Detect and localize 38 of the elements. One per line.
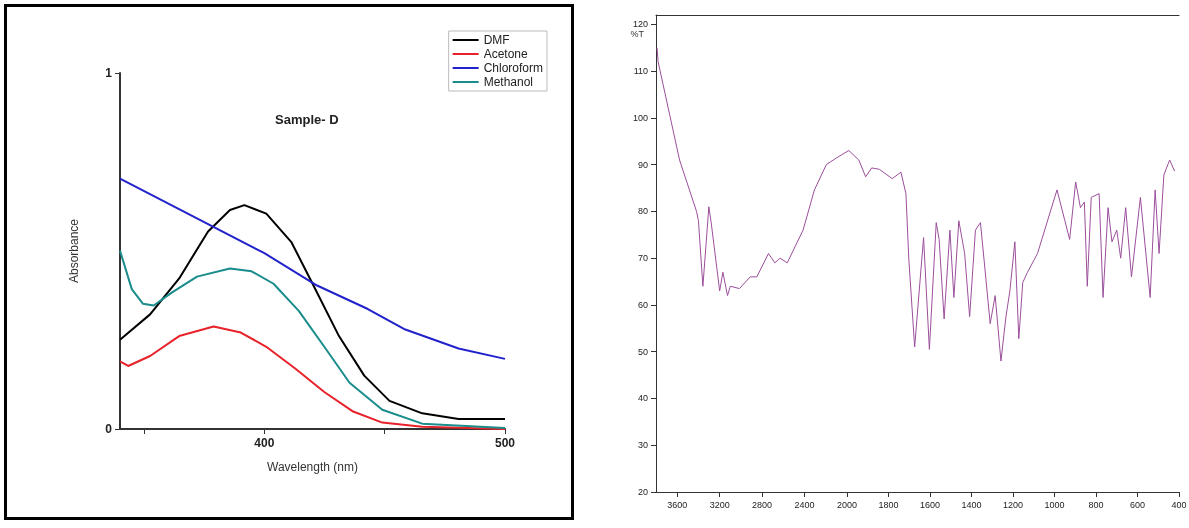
x-tick-label: 1600 — [919, 499, 941, 510]
x-tick-label: 2800 — [752, 499, 773, 510]
x-tick-label: 2400 — [794, 499, 815, 510]
y-tick-label: 90 — [637, 159, 648, 170]
x-tick-label: 500 — [494, 436, 516, 450]
y-axis-title: Absorbance — [67, 218, 81, 284]
y-tick-label: 100 — [632, 112, 648, 123]
y-tick-label: 40 — [637, 393, 648, 404]
line-series — [119, 204, 506, 421]
x-tick-label: 3600 — [667, 499, 688, 510]
legend-label: Acetone — [483, 47, 529, 61]
x-axis-title: Wavelength (nm) — [267, 460, 358, 474]
x-tick-label: 400 — [1171, 499, 1187, 510]
x-tick-label: 1800 — [878, 499, 899, 510]
legend-label: Methanol — [483, 75, 534, 89]
text: Sample- D — [275, 112, 339, 127]
y-tick-label: 120 — [632, 19, 648, 30]
y-tick-label: 80 — [637, 206, 648, 217]
y-tick-label: 20 — [637, 487, 648, 497]
x-tick-label: 2000 — [836, 499, 858, 510]
legend-label: DMF — [483, 33, 510, 47]
y-axis-title: %T — [630, 28, 645, 39]
y-tick-label: 110 — [633, 66, 648, 77]
x-tick-label: 400 — [254, 436, 275, 450]
x-tick-label: 600 — [1129, 499, 1146, 510]
y-tick-label: 60 — [637, 299, 648, 310]
y-tick-label: 1 — [105, 66, 113, 80]
x-tick-label: 1000 — [1044, 499, 1065, 510]
x-tick-label: 800 — [1088, 499, 1104, 510]
line-series — [119, 177, 506, 360]
x-tick-label: 3200 — [709, 499, 730, 510]
y-tick-label: 30 — [637, 440, 648, 451]
x-tick-label: 1400 — [961, 499, 982, 510]
y-tick-label: 70 — [637, 253, 648, 264]
x-tick-label: 1200 — [1002, 499, 1024, 510]
legend-label: Chloroform — [483, 61, 544, 75]
y-tick-label: 0 — [105, 422, 113, 436]
y-tick-label: 50 — [637, 346, 648, 357]
